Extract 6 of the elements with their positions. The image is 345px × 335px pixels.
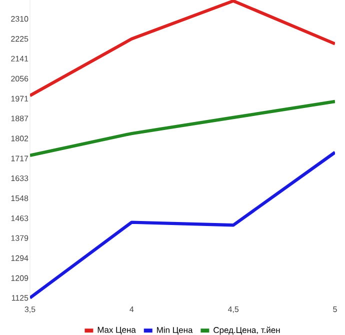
line-series [30,150,336,300]
legend-label: Min Цена [157,326,193,335]
line-series [30,100,336,158]
legend-label: Max Цена [98,326,136,334]
legend-label: Сред.Цена, т.йен [214,326,280,335]
line-series [30,0,336,98]
